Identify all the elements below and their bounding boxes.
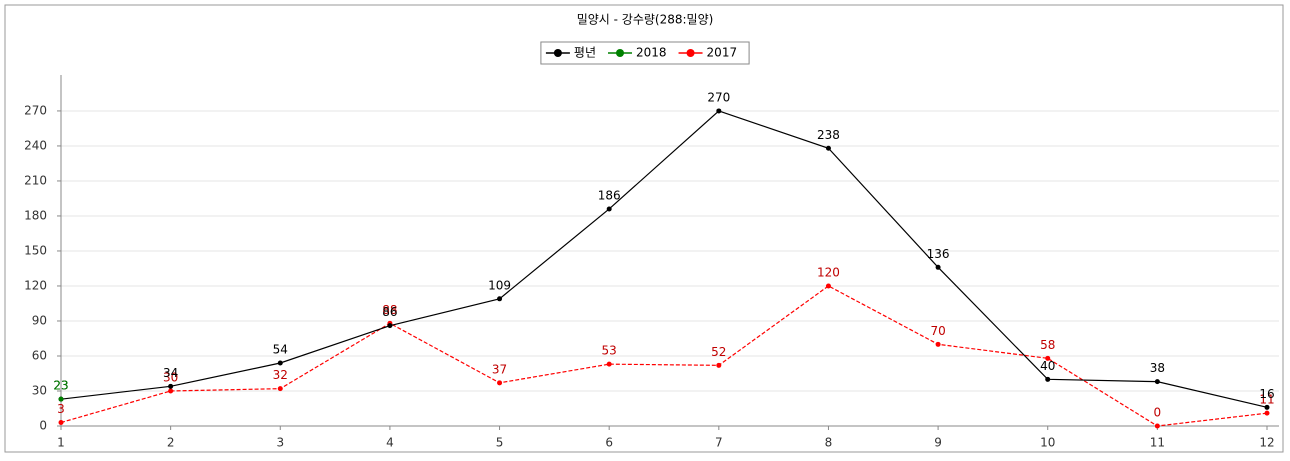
data-label: 11 [1259,393,1274,407]
point [825,283,831,289]
series-line [60,110,1268,408]
data-label: 120 [817,265,840,279]
point [606,361,612,367]
y-tick-label: 90 [32,313,47,327]
data-label: 23 [53,379,68,393]
data-label: 3 [57,402,65,416]
x-tick-label: 6 [605,436,613,450]
point [1045,376,1051,382]
y-tick-label: 120 [24,278,47,292]
point [1264,404,1270,410]
data-label: 109 [488,278,511,292]
y-tick-label: 0 [39,419,47,433]
data-label: 0 [1154,406,1162,420]
point [606,206,612,212]
y-tick-label: 60 [32,348,47,362]
legend-marker [686,49,695,57]
data-label: 30 [163,370,178,384]
point [387,323,393,329]
point [277,360,283,366]
point [1264,410,1270,416]
data-label: 136 [927,247,950,261]
data-label: 58 [1040,338,1055,352]
y-tick-label: 270 [24,103,47,117]
y-tick-label: 30 [32,383,47,397]
point [716,108,722,114]
data-label: 38 [1150,361,1165,375]
legend: 평년 2018 2017 [540,41,750,65]
data-label: 53 [602,344,617,358]
x-tick-label: 10 [1040,436,1055,450]
x-tick-label: 2 [167,436,175,450]
x-tick-label: 11 [1150,436,1165,450]
point [716,362,722,368]
point [1154,423,1160,429]
y-tick-label: 210 [24,173,47,187]
point [58,419,64,425]
data-label: 270 [707,90,730,104]
x-tick-label: 8 [825,436,833,450]
data-label: 32 [273,368,288,382]
data-label: 54 [273,342,288,356]
data-label: 88 [382,303,397,317]
point [1154,379,1160,385]
data-label: 40 [1040,359,1055,373]
data-label: 23 [53,379,68,393]
data-label: 238 [817,128,840,142]
point [497,380,503,386]
data-label: 52 [711,345,726,359]
point [168,388,174,394]
series-line [60,285,1268,427]
data-label: 34 [163,366,178,380]
legend-marker [616,49,624,57]
data-label: 86 [382,305,397,319]
point [497,296,503,302]
x-tick-label: 9 [934,436,942,450]
point [58,396,64,402]
legend-label: 2018 [636,46,667,60]
x-tick-label: 7 [715,436,723,450]
point [825,145,831,151]
y-tick-label: 240 [24,138,47,152]
point [935,341,941,347]
x-tick-label: 5 [496,436,504,450]
data-label: 16 [1259,387,1274,401]
x-tick-label: 3 [276,436,284,450]
point [935,264,941,270]
data-label: 186 [598,188,621,202]
chart-title: 밀양시 - 강수량(288:밀양) [577,13,714,27]
point [168,383,174,389]
legend-box [540,41,750,65]
chart-frame [4,4,1284,453]
point [277,386,283,392]
x-tick-label: 12 [1259,436,1274,450]
x-tick-label: 4 [386,436,394,450]
y-tick-label: 150 [24,243,47,257]
legend-label: 평년 [574,46,596,60]
data-label: 37 [492,362,507,376]
legend-label: 2017 [707,46,738,60]
y-tick-label: 180 [24,208,47,222]
point [1045,355,1051,361]
legend-marker [553,49,562,57]
data-label: 70 [930,324,945,338]
x-tick-label: 1 [57,436,65,450]
